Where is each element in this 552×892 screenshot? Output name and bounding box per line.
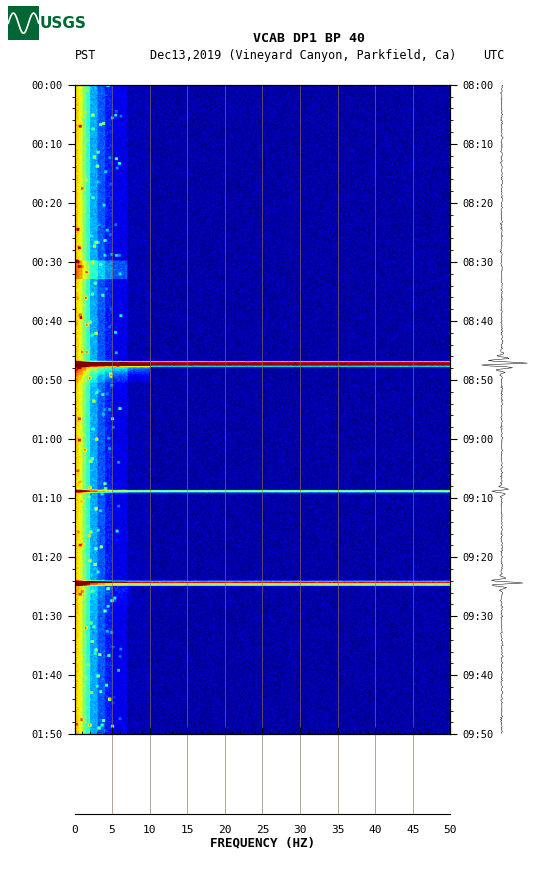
Text: VCAB DP1 BP 40: VCAB DP1 BP 40 [253,31,365,45]
Text: UTC: UTC [483,49,505,62]
Text: Dec13,2019 (Vineyard Canyon, Parkfield, Ca): Dec13,2019 (Vineyard Canyon, Parkfield, … [150,49,457,62]
Text: USGS: USGS [40,16,87,30]
Text: PST: PST [75,49,96,62]
X-axis label: FREQUENCY (HZ): FREQUENCY (HZ) [210,837,315,850]
